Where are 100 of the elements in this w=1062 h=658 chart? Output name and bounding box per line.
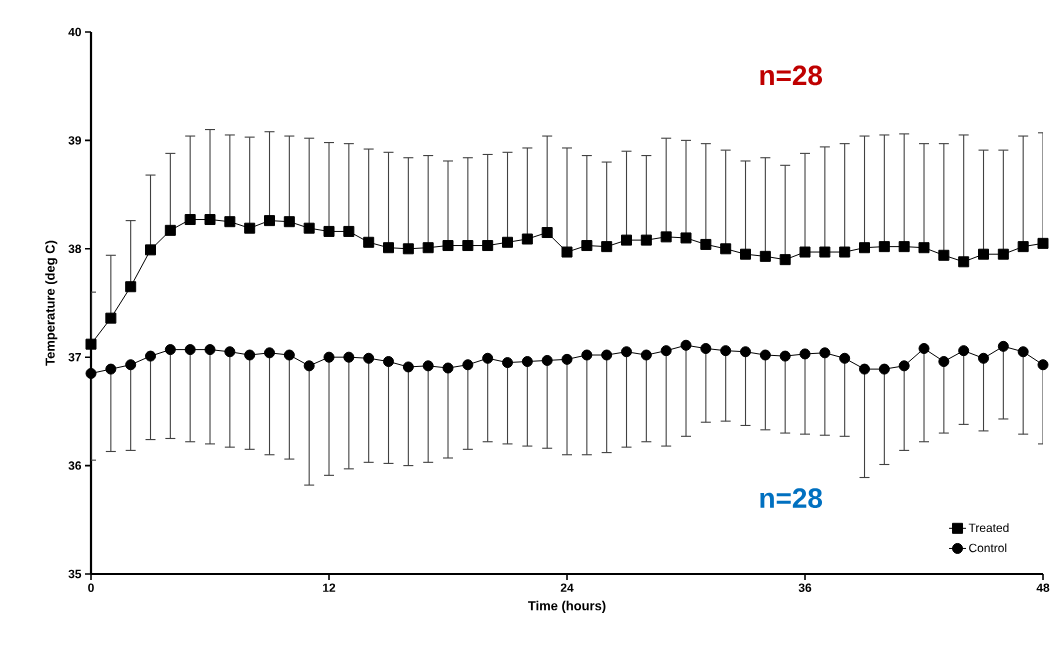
point xyxy=(422,242,434,254)
point xyxy=(640,349,652,361)
point xyxy=(283,349,295,361)
point xyxy=(383,242,395,254)
point xyxy=(85,367,97,379)
y-tick-label: 36 xyxy=(68,461,82,470)
point xyxy=(621,234,633,246)
point xyxy=(680,232,692,244)
x-tick-label: 24 xyxy=(560,583,574,592)
point xyxy=(720,345,732,357)
point xyxy=(720,243,732,255)
point xyxy=(779,254,791,266)
point xyxy=(482,240,494,252)
point xyxy=(383,356,395,368)
legend-label: Treated xyxy=(968,523,1009,533)
point xyxy=(283,216,295,228)
point xyxy=(1017,346,1029,358)
y-tick-label: 39 xyxy=(68,136,82,145)
point xyxy=(660,345,672,357)
point xyxy=(521,356,533,368)
point xyxy=(759,250,771,262)
point xyxy=(958,345,970,357)
point xyxy=(581,240,593,252)
point xyxy=(938,249,950,261)
point xyxy=(105,312,117,324)
point xyxy=(621,346,633,358)
y-tick-label: 37 xyxy=(68,352,81,362)
point xyxy=(125,281,137,293)
x-tick-label: 48 xyxy=(1036,583,1050,592)
point xyxy=(997,340,1009,352)
point xyxy=(343,225,355,237)
annotation: n=28 xyxy=(760,488,823,508)
point xyxy=(1037,237,1049,249)
point xyxy=(878,241,890,253)
point xyxy=(978,248,990,260)
point xyxy=(938,356,950,368)
point xyxy=(125,359,137,371)
point xyxy=(184,214,196,226)
point xyxy=(164,344,176,356)
point xyxy=(819,246,831,258)
point xyxy=(224,216,236,228)
point xyxy=(224,346,236,358)
point xyxy=(422,360,434,372)
point xyxy=(561,246,573,258)
point xyxy=(859,363,871,375)
x-axis-title: Time (hours) xyxy=(528,600,606,613)
y-tick-label: 38 xyxy=(68,244,82,254)
point xyxy=(640,234,652,246)
point xyxy=(363,352,375,364)
point xyxy=(799,348,811,360)
point xyxy=(601,241,613,253)
point xyxy=(482,352,494,364)
point xyxy=(958,256,970,268)
annotation: n=28 xyxy=(760,65,823,86)
point xyxy=(442,362,454,374)
point xyxy=(581,349,593,361)
point xyxy=(343,351,355,363)
point xyxy=(541,227,553,239)
point xyxy=(799,246,811,258)
point xyxy=(740,248,752,260)
point xyxy=(859,242,871,254)
point xyxy=(204,214,216,226)
point xyxy=(878,363,890,375)
point xyxy=(700,343,712,355)
point xyxy=(502,236,514,248)
point xyxy=(303,222,315,234)
point xyxy=(244,222,256,234)
point xyxy=(402,243,414,255)
point xyxy=(521,233,533,245)
point xyxy=(323,225,335,237)
point xyxy=(918,242,930,254)
point xyxy=(660,231,672,243)
point xyxy=(898,360,910,372)
point xyxy=(819,347,831,359)
point xyxy=(839,352,851,364)
y-axis-title: Temperature (deg C) xyxy=(45,240,58,366)
point xyxy=(601,349,613,361)
point xyxy=(561,353,573,365)
point xyxy=(204,344,216,356)
point xyxy=(184,344,196,356)
point xyxy=(541,354,553,366)
point xyxy=(700,238,712,250)
x-tick-label: 36 xyxy=(798,583,812,592)
point xyxy=(402,361,414,373)
legend-label: Control xyxy=(969,543,1007,553)
point xyxy=(759,349,771,361)
point xyxy=(680,339,692,351)
x-tick-label: 0 xyxy=(88,583,94,592)
point xyxy=(303,360,315,372)
point xyxy=(502,357,514,369)
point xyxy=(105,363,117,375)
point xyxy=(164,224,176,236)
y-tick-label: 35 xyxy=(68,569,82,579)
point xyxy=(918,343,930,355)
point xyxy=(1017,241,1029,253)
point xyxy=(264,347,276,359)
point xyxy=(85,338,97,350)
point xyxy=(264,215,276,227)
point xyxy=(997,248,1009,260)
point xyxy=(244,349,256,361)
